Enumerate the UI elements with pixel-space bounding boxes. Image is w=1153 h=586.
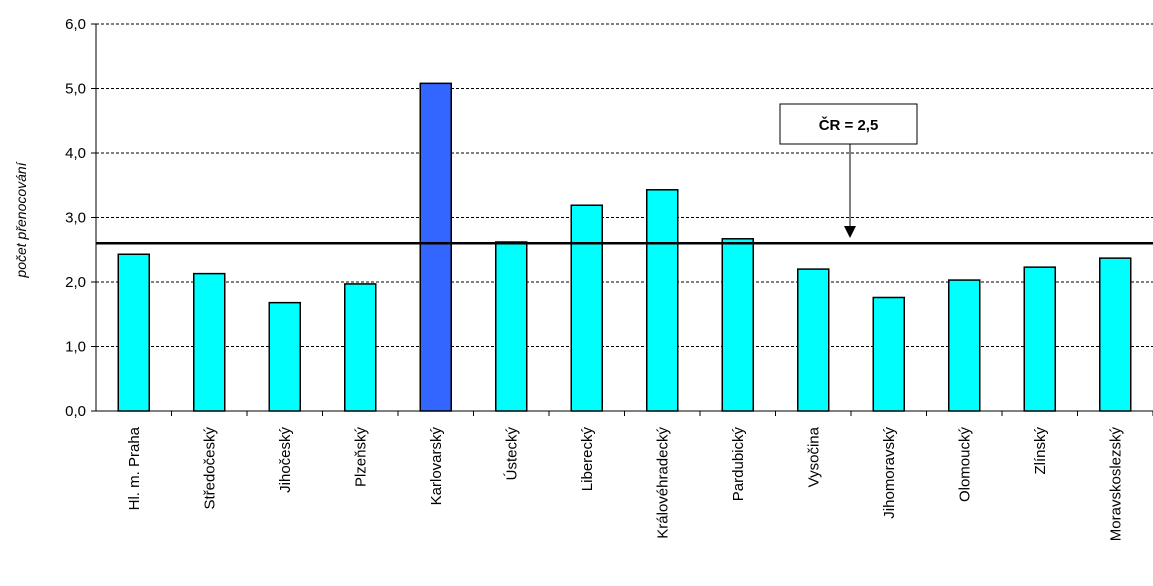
bar — [117, 253, 150, 412]
x-tick-label: Ústecký — [503, 427, 520, 481]
bar — [193, 272, 226, 412]
bars — [117, 82, 1132, 412]
bar — [1099, 257, 1132, 412]
x-tick-label: Královéhradecký — [654, 427, 671, 539]
bar — [721, 238, 754, 412]
axes — [91, 23, 1153, 416]
annotation-box — [779, 103, 918, 145]
y-tick-label: 5,0 — [65, 81, 86, 98]
annotation-arrow-head — [844, 226, 856, 238]
bar — [268, 301, 301, 412]
x-tick-label: Zlínský — [1032, 427, 1049, 475]
bar — [797, 268, 830, 412]
x-tick-label: Středočeský — [201, 427, 218, 510]
x-tick-label: Pardubický — [730, 427, 747, 502]
annotation-label: ČR = 2,5 — [819, 116, 879, 134]
x-tick-label: Liberecký — [579, 427, 596, 492]
x-tick-label: Plzeňský — [352, 427, 369, 488]
x-tick-label: Jihočeský — [277, 427, 294, 493]
bar — [646, 189, 679, 412]
bar — [1023, 266, 1056, 412]
y-tick-label: 6,0 — [65, 16, 86, 33]
x-tick-label: Jihomoravský — [881, 427, 898, 519]
bar — [495, 241, 528, 412]
y-tick-label: 0,0 — [65, 403, 86, 420]
y-axis-title: počet přenocování — [13, 160, 29, 278]
y-tick-label: 1,0 — [65, 339, 86, 356]
x-tick-label: Vysočina — [805, 426, 822, 487]
bar — [570, 204, 603, 412]
bar — [419, 82, 452, 412]
x-tick-label: Hl. m. Praha — [126, 426, 143, 510]
bar — [948, 279, 981, 412]
x-tick-label: Olomoucký — [956, 427, 973, 503]
reference-line-group: ČR = 2,5 — [96, 103, 1153, 245]
x-tick-label: Karlovarský — [428, 427, 445, 506]
y-tick-label: 2,0 — [65, 274, 86, 291]
bar — [872, 296, 905, 412]
y-tick-label: 4,0 — [65, 145, 86, 162]
x-tick-label: Moravskoslezský — [1107, 427, 1124, 542]
gridlines — [96, 23, 1153, 347]
bar — [344, 283, 377, 412]
labels: 0,0 1,0 2,0 3,0 4,0 5,0 6,0 Hl. m. Praha Středoč… — [13, 16, 1124, 541]
y-tick-label: 3,0 — [65, 210, 86, 227]
